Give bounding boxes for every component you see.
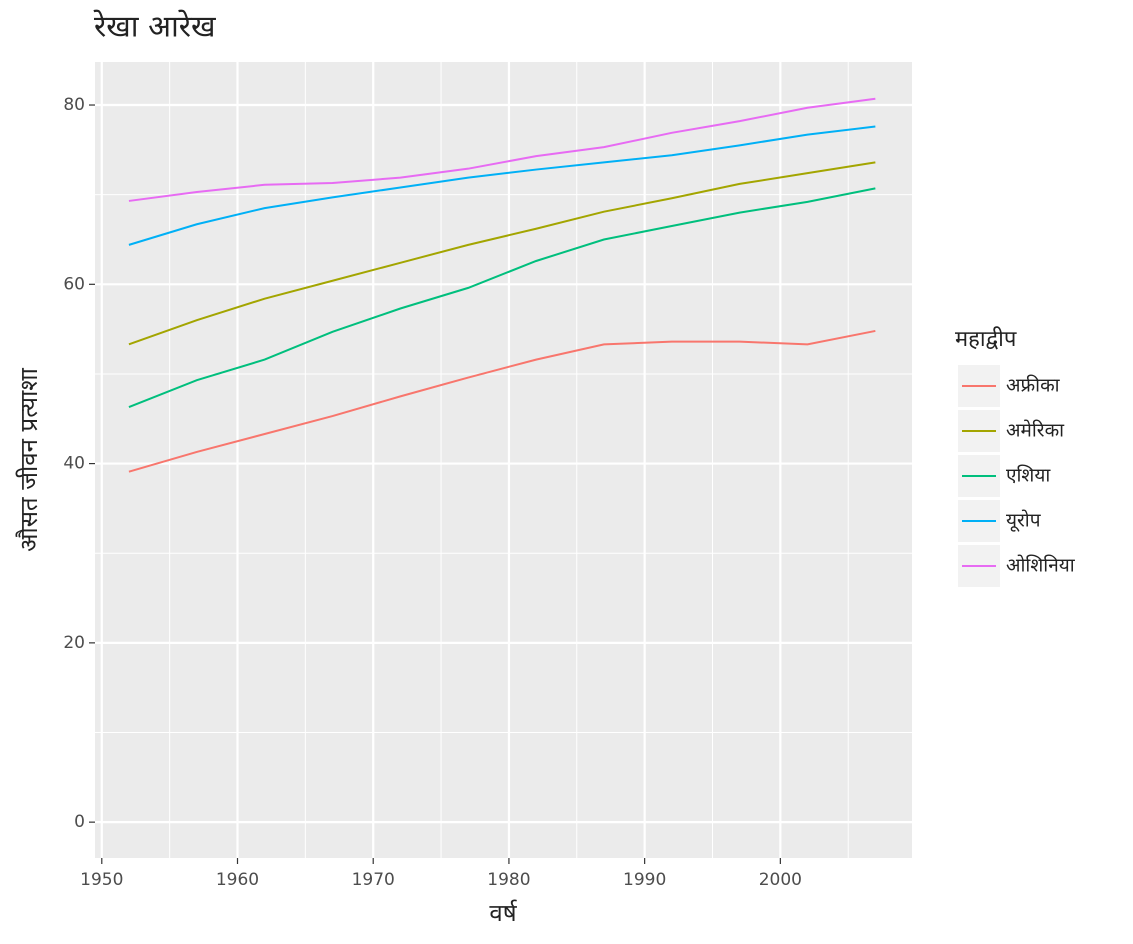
legend-label: एशिया	[1006, 464, 1051, 487]
x-tick-label: 1980	[487, 870, 530, 890]
y-tick-label: 80	[63, 95, 85, 115]
legend-title: महाद्वीप	[955, 326, 1017, 352]
plot-panel	[95, 62, 912, 858]
series-line	[128, 187, 876, 409]
x-tick-label: 2000	[759, 870, 802, 890]
x-tick-label: 1990	[623, 870, 666, 890]
y-tick-label: 40	[63, 454, 85, 474]
x-axis-label: वर्ष	[489, 899, 517, 927]
y-tick-label: 0	[74, 812, 85, 832]
series-line	[128, 125, 876, 246]
chart-title: रेखा आरेख	[93, 10, 216, 45]
x-tick-label: 1960	[216, 870, 259, 890]
series-line	[128, 97, 876, 202]
legend-label: यूरोप	[1006, 509, 1042, 533]
y-tick-label: 60	[63, 274, 85, 294]
x-tick-label: 1950	[80, 870, 123, 890]
y-tick-label: 20	[63, 633, 85, 653]
x-tick-label: 1970	[352, 870, 395, 890]
series-line	[128, 161, 876, 346]
legend-label: अफ्रीका	[1006, 374, 1061, 397]
legend-label: ओशिनिया	[1006, 554, 1076, 577]
legend-label: अमेरिका	[1006, 419, 1065, 442]
series-line	[128, 329, 876, 473]
y-axis-label: औसत जीवन प्रत्याशा	[15, 367, 43, 551]
